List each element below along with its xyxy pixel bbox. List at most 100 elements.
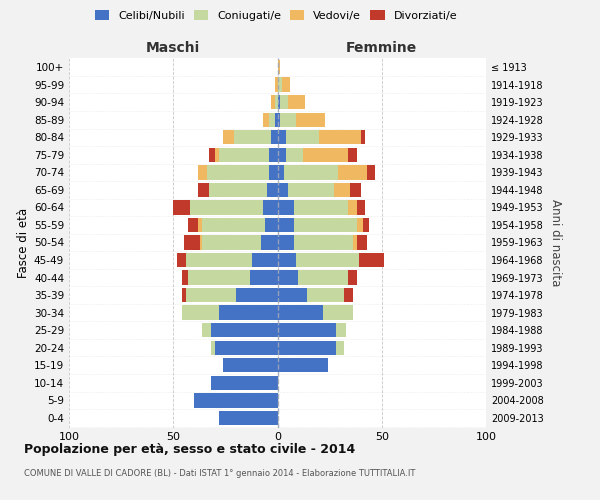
Bar [281, 78, 290, 92]
Bar [219, 410, 277, 425]
Bar [182, 288, 186, 302]
Bar [198, 182, 209, 197]
Bar [357, 218, 363, 232]
Bar [277, 288, 307, 302]
Bar [334, 182, 350, 197]
Bar [277, 340, 336, 355]
Bar [336, 340, 344, 355]
Bar [184, 236, 200, 250]
Bar [363, 218, 369, 232]
Bar [349, 270, 357, 285]
Bar [215, 340, 277, 355]
Bar [269, 165, 277, 180]
Bar [277, 112, 280, 127]
Bar [209, 182, 267, 197]
Bar [307, 288, 344, 302]
Bar [178, 253, 186, 267]
Bar [219, 148, 269, 162]
Bar [223, 130, 234, 144]
Bar [349, 148, 357, 162]
Bar [188, 218, 198, 232]
Bar [277, 236, 294, 250]
Bar [294, 236, 353, 250]
Bar [349, 200, 357, 214]
Bar [277, 270, 298, 285]
Bar [323, 306, 353, 320]
Bar [236, 288, 277, 302]
Bar [298, 270, 349, 285]
Bar [277, 78, 281, 92]
Bar [353, 236, 357, 250]
Bar [198, 218, 202, 232]
Bar [263, 200, 277, 214]
Text: Femmine: Femmine [346, 41, 418, 55]
Bar [265, 218, 277, 232]
Bar [202, 236, 261, 250]
Bar [182, 306, 219, 320]
Bar [271, 130, 277, 144]
Bar [209, 148, 215, 162]
Bar [219, 306, 277, 320]
Bar [277, 200, 294, 214]
Bar [250, 270, 277, 285]
Bar [277, 95, 280, 110]
Bar [359, 253, 384, 267]
Bar [269, 112, 275, 127]
Bar [211, 340, 215, 355]
Legend: Celibi/Nubili, Coniugati/e, Vedovi/e, Divorziati/e: Celibi/Nubili, Coniugati/e, Vedovi/e, Di… [91, 6, 461, 25]
Bar [261, 236, 277, 250]
Bar [271, 95, 275, 110]
Bar [338, 165, 367, 180]
Bar [280, 112, 296, 127]
Bar [284, 165, 338, 180]
Bar [211, 376, 277, 390]
Bar [194, 393, 277, 407]
Bar [277, 182, 288, 197]
Bar [275, 78, 277, 92]
Bar [286, 130, 319, 144]
Bar [277, 358, 328, 372]
Bar [186, 288, 236, 302]
Y-axis label: Fasce di età: Fasce di età [17, 208, 30, 278]
Bar [296, 253, 359, 267]
Bar [277, 253, 296, 267]
Bar [350, 182, 361, 197]
Bar [188, 270, 250, 285]
Bar [206, 165, 269, 180]
Bar [215, 148, 219, 162]
Bar [198, 165, 206, 180]
Bar [267, 182, 277, 197]
Bar [202, 323, 211, 338]
Bar [275, 95, 277, 110]
Bar [263, 112, 269, 127]
Text: Maschi: Maschi [146, 41, 200, 55]
Bar [173, 200, 190, 214]
Bar [361, 130, 365, 144]
Bar [277, 306, 323, 320]
Bar [280, 95, 288, 110]
Bar [200, 236, 202, 250]
Bar [186, 253, 253, 267]
Bar [182, 270, 188, 285]
Bar [190, 200, 263, 214]
Bar [275, 112, 277, 127]
Bar [357, 200, 365, 214]
Bar [336, 323, 346, 338]
Bar [211, 323, 277, 338]
Bar [234, 130, 271, 144]
Bar [253, 253, 277, 267]
Bar [296, 112, 325, 127]
Bar [277, 130, 286, 144]
Bar [357, 236, 367, 250]
Bar [319, 130, 361, 144]
Bar [223, 358, 277, 372]
Bar [277, 165, 284, 180]
Bar [288, 182, 334, 197]
Bar [286, 148, 302, 162]
Bar [269, 148, 277, 162]
Bar [277, 148, 286, 162]
Y-axis label: Anni di nascita: Anni di nascita [548, 199, 562, 286]
Text: Popolazione per età, sesso e stato civile - 2014: Popolazione per età, sesso e stato civil… [24, 442, 355, 456]
Bar [294, 200, 349, 214]
Bar [202, 218, 265, 232]
